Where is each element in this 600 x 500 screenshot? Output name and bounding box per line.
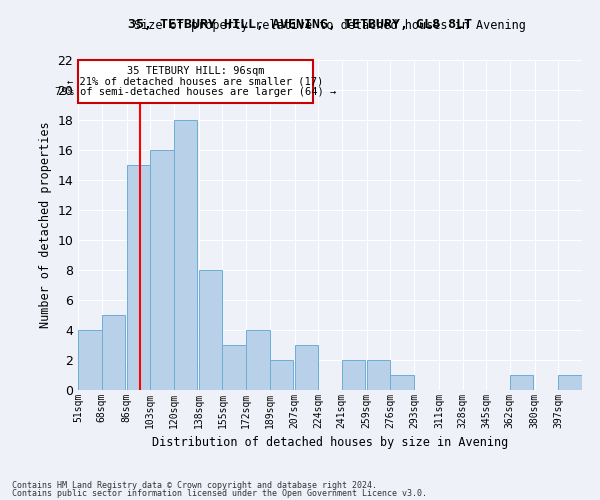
Bar	[269, 360, 293, 390]
Bar	[127, 165, 150, 390]
Title: Size of property relative to detached houses in Avening: Size of property relative to detached ho…	[134, 20, 526, 32]
Bar	[391, 375, 414, 390]
Text: 35 TETBURY HILL: 96sqm: 35 TETBURY HILL: 96sqm	[127, 66, 264, 76]
Bar	[295, 345, 318, 390]
Bar	[223, 345, 246, 390]
Text: ← 21% of detached houses are smaller (17): ← 21% of detached houses are smaller (17…	[67, 76, 323, 86]
Text: 79% of semi-detached houses are larger (64) →: 79% of semi-detached houses are larger (…	[55, 87, 336, 97]
Bar	[342, 360, 365, 390]
Bar	[78, 330, 101, 390]
Bar	[199, 270, 223, 390]
Bar	[367, 360, 391, 390]
Bar	[174, 120, 197, 390]
X-axis label: Distribution of detached houses by size in Avening: Distribution of detached houses by size …	[152, 436, 508, 450]
Text: Contains HM Land Registry data © Crown copyright and database right 2024.: Contains HM Land Registry data © Crown c…	[12, 481, 377, 490]
Y-axis label: Number of detached properties: Number of detached properties	[39, 122, 52, 328]
Text: Contains public sector information licensed under the Open Government Licence v3: Contains public sector information licen…	[12, 488, 427, 498]
Bar	[101, 315, 125, 390]
FancyBboxPatch shape	[78, 60, 313, 103]
Bar	[150, 150, 174, 390]
Bar	[510, 375, 533, 390]
Bar	[246, 330, 269, 390]
Text: 35, TETBURY HILL, AVENING, TETBURY, GL8 8LT: 35, TETBURY HILL, AVENING, TETBURY, GL8 …	[128, 18, 472, 30]
Bar	[559, 375, 582, 390]
